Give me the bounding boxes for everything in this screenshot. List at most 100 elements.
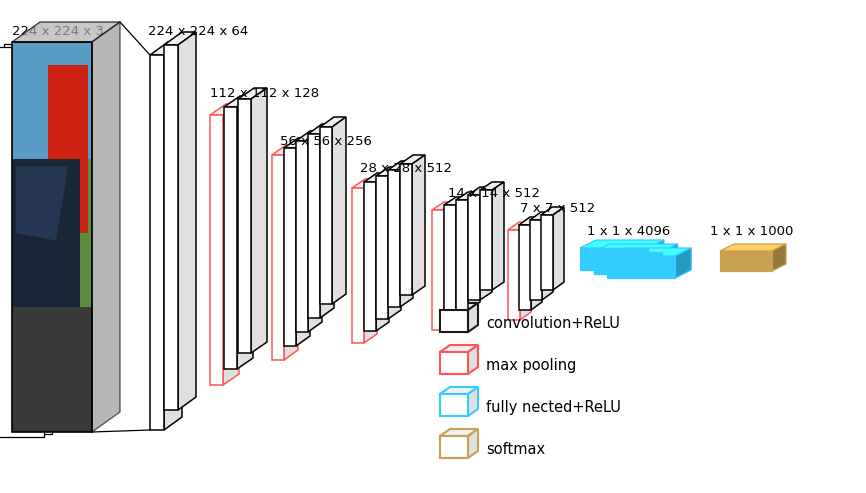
Text: 7 x 7 x 512: 7 x 7 x 512 [520, 202, 595, 215]
Polygon shape [164, 45, 178, 410]
Polygon shape [444, 197, 468, 205]
Polygon shape [364, 182, 376, 331]
Polygon shape [224, 107, 237, 369]
Polygon shape [164, 32, 196, 45]
Polygon shape [12, 42, 92, 432]
Polygon shape [580, 248, 648, 270]
Polygon shape [388, 161, 413, 170]
Text: 1 x 1 x 1000: 1 x 1 x 1000 [710, 225, 793, 238]
Polygon shape [376, 173, 389, 331]
Polygon shape [308, 134, 320, 318]
Polygon shape [210, 104, 239, 115]
Polygon shape [607, 256, 675, 278]
Polygon shape [456, 200, 468, 310]
Polygon shape [720, 251, 772, 271]
Polygon shape [468, 429, 478, 458]
Polygon shape [332, 117, 346, 304]
Polygon shape [440, 310, 468, 332]
Polygon shape [607, 248, 691, 256]
Polygon shape [412, 155, 425, 295]
Polygon shape [720, 244, 786, 251]
Polygon shape [444, 202, 456, 330]
Polygon shape [308, 124, 334, 134]
Polygon shape [296, 141, 308, 332]
Polygon shape [440, 352, 468, 374]
Text: fully nected+ReLU: fully nected+ReLU [486, 400, 621, 415]
Polygon shape [296, 131, 322, 141]
Polygon shape [440, 345, 478, 352]
Text: max pooling: max pooling [486, 358, 577, 373]
Polygon shape [224, 96, 253, 107]
Polygon shape [238, 99, 251, 353]
Polygon shape [468, 345, 478, 374]
Polygon shape [553, 207, 564, 290]
Polygon shape [364, 173, 389, 182]
Polygon shape [580, 240, 664, 248]
Polygon shape [432, 202, 456, 210]
Polygon shape [440, 429, 478, 436]
Polygon shape [440, 394, 468, 416]
Polygon shape [480, 190, 492, 290]
Polygon shape [251, 88, 267, 353]
Polygon shape [468, 195, 480, 300]
Polygon shape [444, 205, 456, 320]
Polygon shape [468, 387, 478, 416]
Polygon shape [432, 210, 444, 330]
Polygon shape [508, 222, 531, 230]
Polygon shape [492, 182, 504, 290]
Text: softmax: softmax [486, 442, 545, 457]
Polygon shape [508, 230, 520, 320]
Polygon shape [440, 303, 478, 310]
Polygon shape [164, 42, 182, 430]
Polygon shape [210, 115, 223, 385]
Polygon shape [272, 145, 298, 155]
Polygon shape [150, 42, 182, 55]
Text: 56 x 56 x 256: 56 x 56 x 256 [280, 135, 372, 148]
Polygon shape [272, 155, 284, 360]
Polygon shape [400, 161, 413, 307]
Polygon shape [530, 220, 542, 300]
Polygon shape [593, 244, 677, 252]
Polygon shape [238, 88, 267, 99]
Polygon shape [320, 117, 346, 127]
Polygon shape [400, 164, 412, 295]
Polygon shape [284, 138, 310, 148]
Polygon shape [541, 207, 564, 215]
Polygon shape [440, 387, 478, 394]
Polygon shape [320, 127, 332, 304]
Polygon shape [12, 22, 120, 42]
Polygon shape [12, 42, 92, 159]
Polygon shape [364, 179, 377, 343]
Text: 14 x 14 x 512: 14 x 14 x 512 [448, 187, 540, 200]
Polygon shape [16, 167, 68, 241]
Polygon shape [456, 192, 480, 200]
Polygon shape [468, 192, 480, 310]
Text: 28 x 28 x 512: 28 x 28 x 512 [360, 162, 452, 175]
Polygon shape [320, 124, 334, 318]
Polygon shape [519, 217, 542, 225]
Polygon shape [648, 240, 664, 270]
Polygon shape [352, 179, 377, 188]
Polygon shape [12, 159, 80, 307]
Polygon shape [0, 47, 44, 437]
Polygon shape [400, 155, 425, 164]
Polygon shape [531, 217, 542, 310]
Polygon shape [772, 244, 786, 271]
Text: convolution+ReLU: convolution+ReLU [486, 316, 620, 331]
Polygon shape [456, 197, 468, 320]
Polygon shape [284, 145, 298, 360]
Polygon shape [468, 303, 478, 332]
Polygon shape [388, 167, 401, 319]
Polygon shape [541, 215, 553, 290]
Polygon shape [480, 187, 492, 300]
Polygon shape [480, 182, 504, 190]
Polygon shape [675, 248, 691, 278]
Polygon shape [284, 148, 296, 346]
Polygon shape [4, 44, 52, 434]
Polygon shape [352, 188, 364, 343]
Polygon shape [662, 244, 677, 274]
Polygon shape [223, 104, 239, 385]
Polygon shape [92, 22, 120, 432]
Polygon shape [520, 222, 531, 320]
Text: 1 x 1 x 4096: 1 x 1 x 4096 [587, 225, 670, 238]
